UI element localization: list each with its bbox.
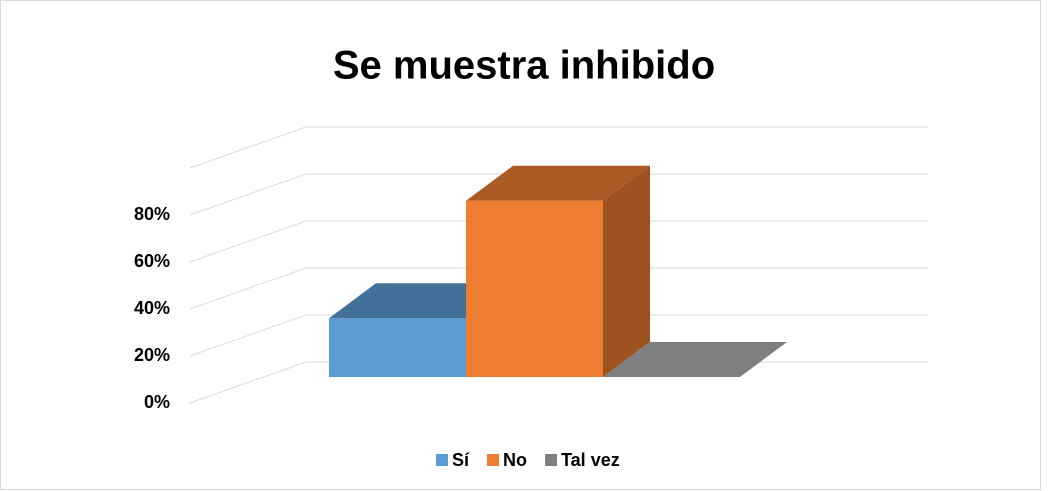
legend-swatch — [487, 454, 500, 466]
y-tick-label: 80% — [134, 204, 170, 224]
grid-line — [189, 267, 928, 310]
legend-swatch — [545, 454, 558, 466]
y-tick-label: 60% — [134, 251, 170, 271]
bar-top — [466, 165, 650, 201]
legend-swatch — [436, 454, 448, 466]
y-tick-label: 0% — [144, 392, 170, 412]
bar-side — [603, 165, 650, 377]
bar-top — [603, 342, 787, 377]
grid-line — [189, 126, 928, 169]
legend-label: Sí — [452, 450, 470, 470]
y-tick-label: 40% — [134, 298, 170, 318]
grid-line — [189, 173, 928, 216]
grid-line — [189, 314, 928, 357]
y-tick-label: 20% — [134, 345, 170, 365]
bar — [466, 200, 603, 377]
bar — [329, 318, 466, 377]
grid-line — [189, 220, 928, 263]
chart-title: Se muestra inhibido — [333, 44, 715, 88]
legend-label: Tal vez — [561, 450, 620, 470]
legend-label: No — [503, 450, 527, 470]
